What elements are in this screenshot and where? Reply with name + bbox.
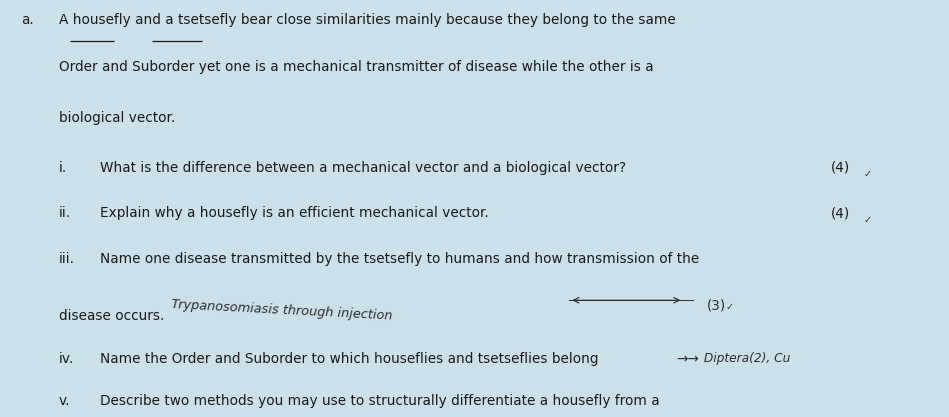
Text: v.: v. bbox=[59, 394, 70, 408]
Text: iv.: iv. bbox=[59, 352, 74, 367]
Text: iii.: iii. bbox=[59, 252, 75, 266]
Text: Trypanosomiasis through injection: Trypanosomiasis through injection bbox=[171, 298, 393, 323]
Text: ✓: ✓ bbox=[864, 215, 872, 225]
Text: A housefly and a tsetsefly bear close similarities mainly because they belong to: A housefly and a tsetsefly bear close si… bbox=[59, 13, 676, 27]
Text: ✓: ✓ bbox=[726, 302, 735, 312]
Text: Describe two methods you may use to structurally differentiate a housefly from a: Describe two methods you may use to stru… bbox=[100, 394, 660, 408]
Text: What is the difference between a mechanical vector and a biological vector?: What is the difference between a mechani… bbox=[100, 161, 625, 175]
Text: (4): (4) bbox=[830, 206, 849, 221]
Text: Name one disease transmitted by the tsetsefly to humans and how transmission of : Name one disease transmitted by the tset… bbox=[100, 252, 698, 266]
Text: ✓: ✓ bbox=[864, 169, 872, 179]
Text: i.: i. bbox=[59, 161, 67, 175]
Text: Name the Order and Suborder to which houseflies and tsetseflies belong: Name the Order and Suborder to which hou… bbox=[100, 352, 598, 367]
Text: (4): (4) bbox=[830, 161, 849, 175]
Text: a.: a. bbox=[21, 13, 33, 27]
Text: biological vector.: biological vector. bbox=[59, 111, 175, 125]
Text: Diptera(2), Cu: Diptera(2), Cu bbox=[700, 352, 791, 365]
Text: Explain why a housefly is an efficient mechanical vector.: Explain why a housefly is an efficient m… bbox=[100, 206, 489, 221]
Text: Order and Suborder yet one is a mechanical transmitter of disease while the othe: Order and Suborder yet one is a mechanic… bbox=[59, 60, 654, 75]
Text: →→: →→ bbox=[677, 352, 699, 367]
Text: disease occurs.: disease occurs. bbox=[59, 309, 164, 323]
Text: ii.: ii. bbox=[59, 206, 71, 221]
Text: (3): (3) bbox=[707, 298, 726, 312]
